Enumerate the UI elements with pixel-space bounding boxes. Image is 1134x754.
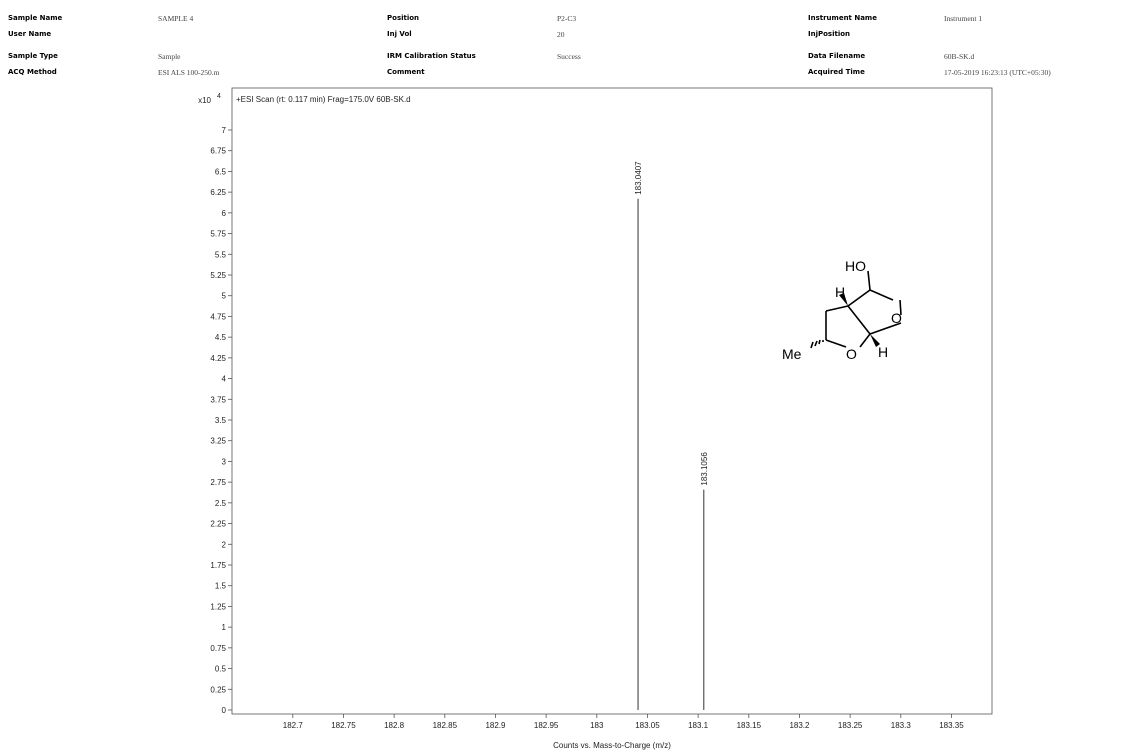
y-tick-label: 1.75	[210, 561, 226, 570]
y-tick-label: 6.75	[210, 147, 226, 156]
acq-method-label: ACQ Method	[8, 68, 57, 76]
bond	[899, 299, 902, 316]
bond	[869, 289, 894, 301]
x-tick-label: 182.7	[283, 721, 304, 730]
acq-method-value: ESI ALS 100-250.m	[158, 68, 220, 77]
instrument-name-value: Instrument 1	[944, 14, 983, 23]
y-tick-label: 5	[222, 292, 227, 301]
wedge-bond	[870, 334, 880, 347]
inj-vol-value: 20	[557, 30, 565, 39]
acquired-time-value: 17-05-2019 16:23:13 (UTC+05:30)	[944, 68, 1051, 77]
x-tick-label: 182.75	[331, 721, 356, 730]
y-tick-label: 1	[222, 623, 227, 632]
plot-frame	[231, 87, 993, 715]
sample-name-label: Sample Name	[8, 14, 63, 22]
x-tick-label: 182.95	[534, 721, 559, 730]
y-axis-ticks: 0 0.25 0.5 0.75 1 1.25 1.5 1.75 2 2.25 2.5 2.75 3 3.2…	[210, 126, 232, 715]
axes	[231, 87, 993, 715]
y-scale-label: x10	[198, 96, 211, 105]
position-label: Position	[387, 14, 420, 22]
hash-bond	[814, 340, 818, 347]
y-tick-label: 0.75	[210, 644, 226, 653]
user-name-label: User Name	[8, 30, 52, 38]
y-tick-label: 5.5	[215, 250, 227, 259]
y-tick-label: 2.5	[215, 499, 227, 508]
x-tick-label: 182.9	[485, 721, 506, 730]
inj-vol-label: Inj Vol	[387, 30, 412, 38]
x-tick-label: 183.15	[737, 721, 762, 730]
hash-bond	[810, 341, 814, 349]
chemical-structure	[810, 270, 902, 349]
x-tick-label: 183.35	[939, 721, 964, 730]
atom-label-h-top: H	[835, 284, 845, 300]
y-tick-label: 6.25	[210, 188, 226, 197]
x-tick-label: 183.3	[891, 721, 912, 730]
chart-title: +ESI Scan (rt: 0.117 min) Frag=175.0V 60…	[236, 95, 411, 104]
peaks: 183.0407 183.1056	[634, 161, 709, 710]
y-tick-label: 1.5	[215, 582, 227, 591]
injposition-label: InjPosition	[808, 30, 851, 38]
y-tick-label: 3.5	[215, 416, 227, 425]
y-tick-label: 5.25	[210, 271, 226, 280]
y-tick-label: 1.25	[210, 602, 226, 611]
y-tick-label: 4.5	[215, 333, 227, 342]
peak-label: 183.1056	[700, 452, 709, 486]
bond	[847, 289, 871, 307]
peak-label: 183.0407	[634, 161, 643, 195]
x-tick-label: 183	[590, 721, 604, 730]
bond	[869, 322, 902, 335]
comment-label: Comment	[387, 68, 425, 76]
y-tick-label: 3	[222, 457, 227, 466]
atom-label-o-ring: O	[891, 310, 902, 326]
y-tick-label: 7	[222, 126, 227, 135]
atom-label-o-furan: O	[846, 346, 857, 362]
y-tick-label: 0.25	[210, 685, 226, 694]
hash-bond	[818, 339, 821, 345]
irm-calibration-status-value: Success	[557, 52, 581, 61]
x-axis-ticks: 182.7 182.75 182.8 182.85 182.9 182.95 183 183.…	[283, 714, 964, 730]
sample-name-value: SAMPLE 4	[158, 14, 194, 23]
y-tick-label: 6	[222, 209, 227, 218]
bond	[825, 339, 847, 348]
data-filename-value: 60B-SK.d	[944, 52, 975, 61]
y-tick-label: 3.75	[210, 395, 226, 404]
y-tick-label: 3.25	[210, 437, 226, 446]
bond	[825, 305, 849, 312]
y-tick-label: 2	[222, 540, 227, 549]
sample-type-label: Sample Type	[8, 52, 58, 60]
y-tick-label: 0	[222, 706, 227, 715]
y-tick-label: 6.5	[215, 167, 227, 176]
x-tick-label: 183.05	[635, 721, 660, 730]
y-exponent: 4	[217, 93, 221, 100]
atom-label-h-bottom: H	[878, 344, 888, 360]
y-tick-label: 4.75	[210, 312, 226, 321]
bond	[867, 270, 871, 291]
position-value: P2-C3	[557, 14, 577, 23]
sample-type-value: Sample	[158, 52, 181, 61]
y-tick-label: 4	[222, 375, 227, 384]
x-tick-label: 183.25	[838, 721, 863, 730]
acquired-time-label: Acquired Time	[808, 68, 865, 76]
x-axis-label: Counts vs. Mass-to-Charge (m/z)	[553, 741, 671, 750]
y-tick-label: 4.25	[210, 354, 226, 363]
x-tick-label: 183.1	[688, 721, 709, 730]
atom-label-ho: HO	[845, 258, 866, 274]
structure-labels: HO O O H H Me	[782, 258, 902, 362]
y-tick-label: 2.25	[210, 520, 226, 529]
wedge-bond	[839, 293, 848, 306]
x-tick-label: 183.2	[789, 721, 810, 730]
bond	[859, 333, 871, 348]
atom-label-me: Me	[782, 346, 802, 362]
bond	[847, 305, 871, 335]
instrument-name-label: Instrument Name	[808, 14, 877, 22]
x-tick-label: 182.8	[384, 721, 405, 730]
y-tick-label: 5.75	[210, 230, 226, 239]
y-tick-label: 0.5	[215, 665, 227, 674]
data-filename-label: Data Filename	[808, 52, 866, 60]
x-tick-label: 182.85	[433, 721, 458, 730]
y-tick-label: 2.75	[210, 478, 226, 487]
irm-calibration-status-label: IRM Calibration Status	[387, 52, 476, 60]
